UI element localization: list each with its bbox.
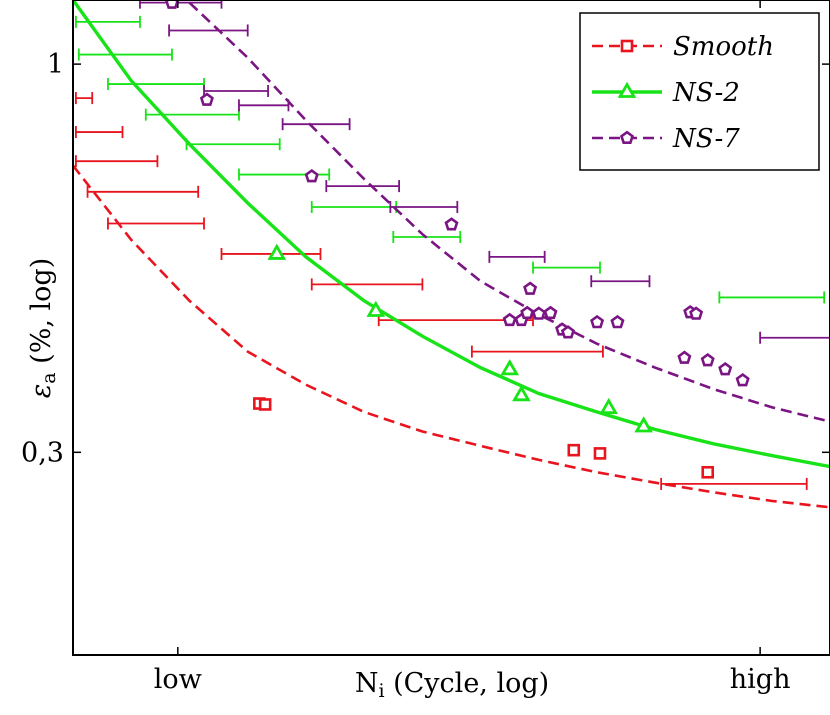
y-axis-label: εa (%, log) xyxy=(26,258,60,398)
legend-label-smooth: Smooth xyxy=(673,32,774,62)
data-point-ns-7-1 xyxy=(164,0,180,9)
data-point-ns-7-2 xyxy=(199,92,214,106)
error-bar-ns-2-2 xyxy=(77,48,173,61)
error-bar-ns-2-3 xyxy=(107,78,205,91)
legend-label-ns-7: NS-7 xyxy=(672,124,740,154)
y-axis-label-main: ε xyxy=(26,384,57,399)
data-point-ns-7-14 xyxy=(610,314,625,329)
legend-entry-ns-7: NS-7 xyxy=(592,124,740,154)
data-point-ns-7-13 xyxy=(590,314,605,329)
error-bar-smooth-5 xyxy=(107,217,205,230)
data-point-ns-7-17 xyxy=(689,306,704,320)
error-bar-ns-2-10 xyxy=(718,291,826,304)
plot-frame xyxy=(72,0,830,656)
legend: Smooth NS-2 NS-7 xyxy=(579,12,820,171)
error-bar-ns-7-5 xyxy=(281,118,351,131)
y-tick-label: 1 xyxy=(47,49,64,80)
fit-curve-ns-2 xyxy=(71,0,830,469)
error-bar-smooth-2 xyxy=(75,126,124,139)
data-point-ns-2-5 xyxy=(599,397,619,415)
legend-marker-ns-7 xyxy=(619,130,635,144)
error-bar-ns-7-4 xyxy=(238,99,290,112)
legend-marker-ns-2 xyxy=(617,81,637,98)
y-axis-label-sub: a xyxy=(38,372,60,383)
series-ns-7 xyxy=(139,0,830,423)
error-bar-ns-2-5 xyxy=(185,138,281,151)
error-bar-ns-7-9 xyxy=(590,275,651,288)
y-tick-label: 0,3 xyxy=(21,437,64,468)
error-bar-smooth-7 xyxy=(310,278,424,291)
legend-marker-smooth xyxy=(620,39,634,53)
x-axis-label-rest: (Cycle, log) xyxy=(385,668,550,699)
fit-curve-smooth xyxy=(71,164,830,509)
error-bar-ns-7-3 xyxy=(203,85,269,98)
data-point-ns-7-4 xyxy=(444,217,459,231)
data-point-smooth-4 xyxy=(593,447,607,460)
error-bar-smooth-10 xyxy=(660,477,808,490)
data-point-ns-7-18 xyxy=(700,352,715,367)
data-point-ns-7-8 xyxy=(520,305,535,320)
error-bar-ns-7-6 xyxy=(325,180,400,193)
legend-label-ns-2: NS-2 xyxy=(672,78,740,108)
axis-ticks: low high 1 0,3 xyxy=(21,0,830,695)
data-point-ns-7-19 xyxy=(718,361,733,376)
data-point-ns-7-5 xyxy=(523,281,538,295)
error-bar-smooth-1 xyxy=(75,92,94,105)
error-bar-ns-7-10 xyxy=(759,331,830,344)
error-bar-ns-2-1 xyxy=(75,15,141,28)
data-point-smooth-2 xyxy=(258,398,272,411)
data-point-ns-2-6 xyxy=(634,416,653,433)
data-point-ns-7-20 xyxy=(735,372,750,387)
data-point-ns-2-1 xyxy=(267,243,287,260)
data-point-ns-7-3 xyxy=(304,168,319,183)
x-axis-label-sub: i xyxy=(378,680,384,702)
x-axis-label-main: N xyxy=(355,668,379,699)
error-bar-ns-7-2 xyxy=(168,24,249,37)
data-point-smooth-5 xyxy=(701,465,715,479)
error-bar-ns-2-9 xyxy=(532,261,601,274)
error-bar-ns-2-7 xyxy=(310,201,398,214)
error-bar-smooth-9 xyxy=(470,345,604,358)
y-axis-label-rest: (%, log) xyxy=(26,258,57,373)
data-point-ns-7-12 xyxy=(560,325,576,339)
error-bar-smooth-4 xyxy=(86,185,200,198)
x-tick-label-low: low xyxy=(154,664,202,695)
error-bar-smooth-3 xyxy=(75,155,159,168)
data-point-ns-7-9 xyxy=(531,306,546,320)
data-point-smooth-3 xyxy=(567,443,581,457)
data-point-ns-7-15 xyxy=(677,350,692,364)
chart-marks xyxy=(71,0,830,509)
data-point-ns-2-4 xyxy=(512,385,531,402)
data-point-ns-7-6 xyxy=(502,312,517,327)
legend-entry-ns-2: NS-2 xyxy=(592,78,740,108)
fit-curve-ns-7 xyxy=(188,1,830,423)
error-bar-ns-7-1 xyxy=(139,0,223,9)
legend-entry-smooth: Smooth xyxy=(592,32,774,62)
error-bar-ns-7-7 xyxy=(389,201,459,214)
data-point-ns-2-2 xyxy=(366,300,386,317)
data-point-ns-7-10 xyxy=(543,305,558,320)
error-bar-ns-7-8 xyxy=(488,250,546,263)
x-axis-label: Ni (Cycle, log) xyxy=(355,668,549,702)
x-tick-label-high: high xyxy=(730,664,791,695)
data-point-ns-2-3 xyxy=(500,359,520,376)
